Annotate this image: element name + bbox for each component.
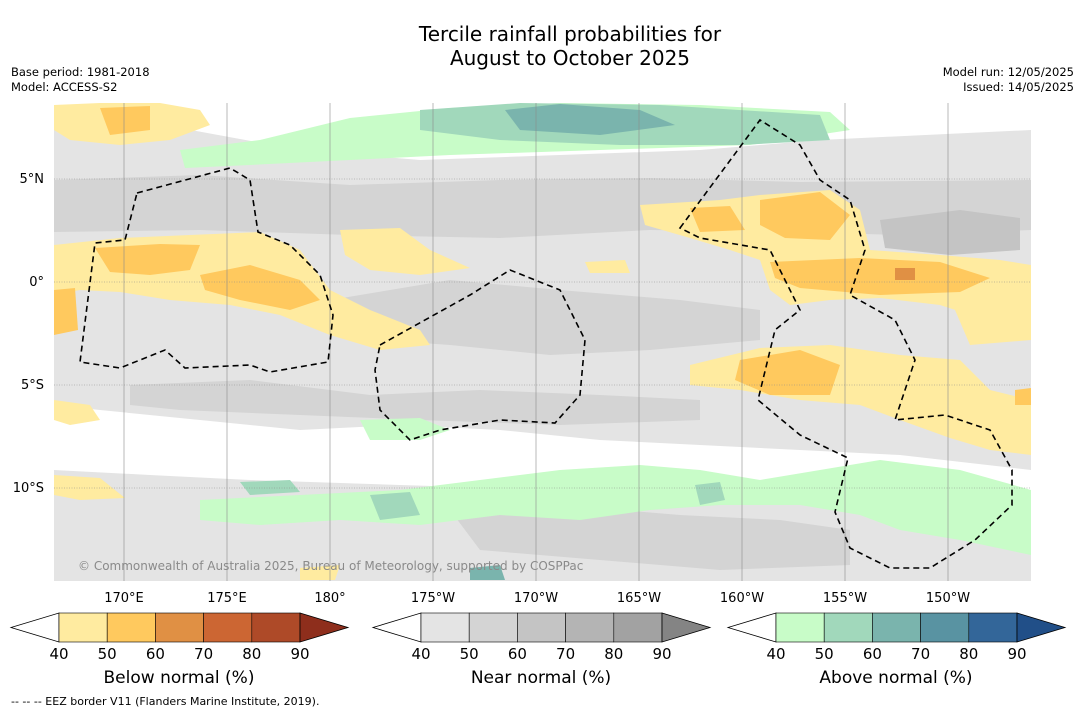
colorbar-near-segment <box>517 612 566 643</box>
colorbar-below-tick: 40 <box>49 645 68 663</box>
colorbar-label-near: Near normal (%) <box>470 668 612 688</box>
graticule <box>54 103 1031 581</box>
issued-date: Issued: 14/05/2025 <box>963 80 1074 94</box>
colorbar-above-segment <box>920 612 970 643</box>
colorbar-above-segment <box>823 612 873 643</box>
colorbar-below-segment <box>203 612 253 643</box>
colorbar-near-tick: 40 <box>411 645 430 663</box>
meta-right: Model run: 12/05/2025 Issued: 14/05/2025 <box>943 65 1074 95</box>
colorbar-near-low-extend <box>371 612 422 643</box>
colorbar-above-segment <box>968 612 1018 643</box>
colorbar-below-segment <box>58 612 108 643</box>
colorbar-below-segment <box>155 612 204 643</box>
colorbar-above: 40 50 60 70 80 90 <box>726 612 1067 663</box>
lat-label-5n: 5°N <box>20 172 45 187</box>
colorbar-above-low-extend <box>726 612 777 643</box>
model-run: Model run: 12/05/2025 <box>942 65 1074 79</box>
lon-label-170e: 170°E <box>104 591 144 606</box>
lon-label-170w: 170°W <box>514 591 558 606</box>
lat-label-5s: 5°S <box>21 378 44 393</box>
lon-label-180: 180° <box>314 591 345 606</box>
colorbar-above-high-extend <box>1016 612 1067 643</box>
lon-label-175e: 175°E <box>207 591 247 606</box>
lat-label-10s: 10°S <box>13 481 44 496</box>
colorbar-near-segment <box>468 612 518 643</box>
colorbar-below-tick: 90 <box>290 645 309 663</box>
eez-border-kiribati-gilbert <box>79 167 334 373</box>
colorbar-below-segment <box>251 612 301 643</box>
colorbar-above-tick: 80 <box>959 645 978 663</box>
colorbar-below-tick: 50 <box>98 645 117 663</box>
colorbar-below-high-extend <box>299 612 350 643</box>
lon-labels: 170°E 175°E 180° 175°W 170°W 165°W 160°W… <box>104 591 970 606</box>
colorbar-near-segment <box>613 612 663 643</box>
colorbar-near-tick: 70 <box>556 645 575 663</box>
title-line-1: Tercile rainfall probabilities for <box>418 22 722 46</box>
eez-border-line-islands <box>678 118 1013 569</box>
colorbar-near-tick: 60 <box>508 645 527 663</box>
colorbar-above-tick: 50 <box>815 645 834 663</box>
colorbar-above-tick: 90 <box>1007 645 1026 663</box>
lon-label-165w: 165°W <box>617 591 661 606</box>
colorbar-below: 40 50 60 70 80 90 <box>9 612 350 663</box>
colorbar-near-segment <box>565 612 615 643</box>
colorbar-above-segment <box>872 612 921 643</box>
meta-left: Base period: 1981-2018 Model: ACCESS-S2 <box>11 65 150 95</box>
colorbar-above-segment <box>775 612 825 643</box>
colorbar-above-tick: 60 <box>863 645 882 663</box>
lon-label-175w: 175°W <box>411 591 455 606</box>
model-name: Model: ACCESS-S2 <box>11 80 118 94</box>
colorbar-below-low-extend <box>9 612 60 643</box>
eez-footnote: -- -- -- EEZ border V11 (Flanders Marine… <box>11 695 320 708</box>
eez-borders <box>79 118 1013 569</box>
colorbar-near-tick: 90 <box>652 645 671 663</box>
colorbar-below-tick: 60 <box>146 645 165 663</box>
colorbar-near-tick: 50 <box>460 645 479 663</box>
base-period: Base period: 1981-2018 <box>11 65 150 79</box>
colorbar-near: 40 50 60 70 80 90 <box>371 612 712 663</box>
lon-label-155w: 155°W <box>823 591 867 606</box>
colorbar-near-segment <box>420 612 470 643</box>
below-normal-shading <box>54 103 1031 580</box>
lon-label-150w: 150°W <box>926 591 970 606</box>
colorbar-near-high-extend <box>661 612 712 643</box>
colorbar-below-segment <box>106 612 156 643</box>
eez-border-phoenix <box>374 269 586 441</box>
title-line-2: August to October 2025 <box>449 46 691 70</box>
lon-label-160w: 160°W <box>720 591 764 606</box>
lat-labels: 5°N 0° 5°S 10°S <box>13 172 44 496</box>
colorbar-label-above: Above normal (%) <box>819 668 973 688</box>
colorbar-label-below: Below normal (%) <box>103 668 255 688</box>
colorbar-above-tick: 40 <box>766 645 785 663</box>
colorbars: 40 50 60 70 80 90 40 50 60 70 80 90 40 50 60 70 80 90 <box>9 612 1067 663</box>
lat-label-0: 0° <box>29 275 44 290</box>
colorbar-above-tick: 70 <box>911 645 930 663</box>
copyright-notice: © Commonwealth of Australia 2025, Bureau… <box>78 559 584 573</box>
map-title: Tercile rainfall probabilities for Augus… <box>0 22 1085 70</box>
colorbar-below-tick: 70 <box>194 645 213 663</box>
colorbar-near-tick: 80 <box>604 645 623 663</box>
colorbar-below-tick: 80 <box>242 645 261 663</box>
